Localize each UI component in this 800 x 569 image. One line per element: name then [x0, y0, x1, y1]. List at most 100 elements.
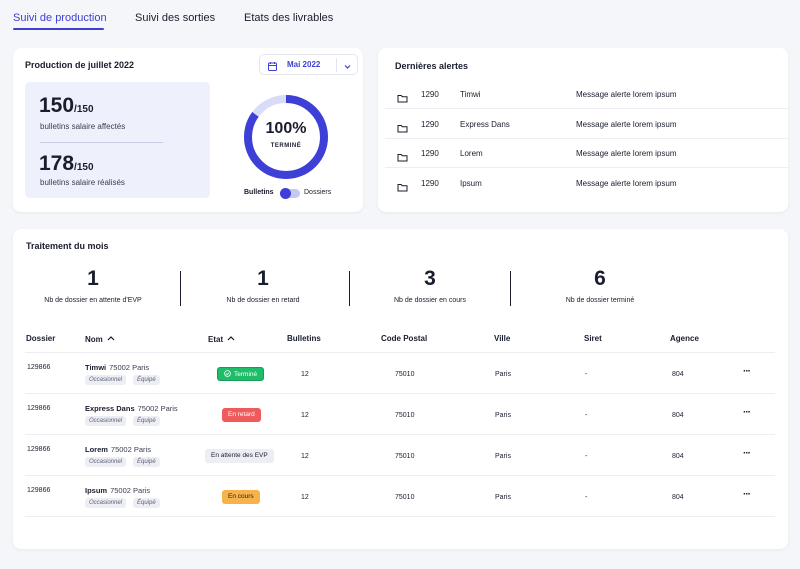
cell-bulletins: 12 — [301, 494, 309, 501]
alert-number: 1290 — [421, 178, 439, 188]
column-header-etat[interactable]: Etat — [208, 334, 235, 344]
row-divider — [385, 167, 788, 168]
status-badge-label: En retard — [228, 411, 255, 418]
alert-client-name: Timwi — [460, 90, 481, 99]
folder-icon — [397, 149, 408, 167]
tag-equipe: Équipé — [133, 498, 160, 508]
row-menu-icon[interactable]: ··· — [743, 407, 751, 418]
cell-agence: 804 — [672, 453, 684, 460]
kpi-value: 6 — [594, 267, 606, 290]
row-divider — [25, 516, 775, 517]
alert-message: Message alerte lorem ipsum — [576, 119, 677, 129]
alert-item[interactable]: 1290 Timwi Message alerte lorem ipsum — [385, 80, 788, 109]
column-header-siret[interactable]: Siret — [584, 334, 602, 343]
cell-nom[interactable]: Timwi 75002 Paris — [85, 363, 149, 372]
cell-ville: Paris — [495, 371, 511, 378]
row-divider — [25, 475, 775, 476]
traitement-title: Traitement du mois — [26, 241, 109, 251]
donut-progress-arc — [244, 95, 328, 179]
table-row[interactable]: 129866 Timwi 75002 Paris Occasionnel Équipé T… — [25, 353, 775, 394]
production-card: Production de juillet 2022 Mai 2022 150/… — [13, 48, 363, 212]
bulletins-dossiers-toggle[interactable] — [280, 188, 300, 199]
alerts-title: Dernières alertes — [395, 61, 469, 71]
column-header-code-postal[interactable]: Code Postal — [381, 334, 428, 343]
folder-icon — [397, 120, 408, 138]
cell-ville: Paris — [495, 453, 511, 460]
tag-equipe: Équipé — [133, 457, 160, 467]
calendar-icon — [267, 59, 278, 77]
status-badge-label: En cours — [228, 493, 254, 500]
tab-suivi-des-sorties[interactable]: Suivi des sorties — [135, 12, 216, 24]
affected-total: /150 — [74, 104, 94, 115]
cell-ville: Paris — [495, 412, 511, 419]
row-divider — [385, 137, 788, 139]
row-menu-icon[interactable]: ··· — [743, 489, 751, 500]
cell-agence: 804 — [672, 371, 684, 378]
cell-agence: 804 — [672, 494, 684, 501]
cell-code-postal: 75010 — [395, 453, 415, 460]
alert-number: 1290 — [421, 119, 439, 129]
column-header-dossier[interactable]: Dossier — [26, 334, 56, 343]
client-city: 75002 Paris — [109, 363, 150, 372]
alert-client-name: Ipsum — [460, 178, 482, 188]
column-header-agence[interactable]: Agence — [670, 334, 699, 343]
realized-label: bulletins salaire réalisés — [40, 178, 125, 187]
column-header-label: Nom — [85, 335, 103, 344]
alert-number: 1290 — [421, 90, 439, 99]
tab-etats-des-livrables[interactable]: Etats des livrables — [244, 12, 334, 24]
cell-nom[interactable]: Ipsum 75002 Paris — [85, 486, 150, 495]
table-row[interactable]: 129866 Lorem 75002 Paris Occasionnel Équipé E… — [25, 435, 775, 476]
month-selector-divider — [336, 58, 337, 72]
tag-occasionnel: Occasionnel — [85, 498, 127, 508]
kpi-label: Nb de dossier en cours — [394, 297, 466, 304]
column-header-nom[interactable]: Nom — [85, 334, 115, 344]
cell-nom[interactable]: Express Dans 75002 Paris — [85, 404, 178, 413]
tag-occasionnel: Occasionnel — [85, 416, 127, 426]
row-divider — [25, 434, 775, 435]
kpi-label: Nb de dossier en retard — [226, 297, 300, 304]
status-badge-label: En attente des EVP — [211, 452, 268, 459]
cell-code-postal: 75010 — [395, 412, 415, 419]
client-city: 75002 Paris — [110, 486, 151, 495]
client-name: Ipsum — [85, 486, 108, 495]
table-row[interactable]: 129866 Express Dans 75002 Paris Occasionnel… — [25, 394, 775, 435]
chevron-up-icon — [227, 334, 235, 343]
alert-item[interactable]: 1290 Ipsum Message alerte lorem ipsum — [385, 169, 788, 198]
bulletins-stats-box: 150/150 bulletins salaire affectés 178/1… — [25, 82, 210, 198]
tag-occasionnel: Occasionnel — [85, 375, 127, 385]
cell-bulletins: 12 — [301, 453, 309, 460]
alert-item[interactable]: 1290 Express Dans Message alerte lorem ips… — [385, 110, 788, 139]
toggle-knob — [280, 188, 291, 199]
realized-total: /150 — [74, 162, 94, 173]
column-header-ville[interactable]: Ville — [494, 334, 511, 343]
chevron-up-icon — [107, 334, 115, 343]
cell-nom[interactable]: Lorem 75002 Paris — [85, 445, 151, 454]
toggle-label-dossiers: Dossiers — [304, 189, 332, 196]
stats-divider — [40, 142, 163, 143]
month-selector-value: Mai 2022 — [287, 60, 321, 69]
tab-suivi-de-production[interactable]: Suivi de production — [13, 12, 107, 24]
row-menu-icon[interactable]: ··· — [743, 366, 751, 377]
alert-client-name: Lorem — [460, 149, 483, 158]
production-title: Production de juillet 2022 — [25, 60, 135, 70]
toggle-label-bulletins: Bulletins — [244, 189, 274, 196]
cell-dossier: 129866 — [27, 405, 51, 412]
month-selector[interactable]: Mai 2022 — [259, 54, 358, 75]
column-header-label: Etat — [208, 335, 224, 344]
alert-item[interactable]: 1290 Lorem Message alerte lorem ipsum — [385, 139, 788, 168]
cell-siret: - — [585, 371, 588, 378]
column-header-bulletins[interactable]: Bulletins — [287, 334, 321, 343]
cell-siret: - — [585, 494, 588, 501]
status-badge: En attente des EVP — [205, 449, 274, 463]
table-row[interactable]: 129866 Ipsum 75002 Paris Occasionnel Équipé E… — [25, 476, 775, 517]
tag-equipe: Équipé — [133, 375, 160, 385]
alert-number: 1290 — [421, 149, 439, 158]
cell-dossier: 129866 — [27, 446, 51, 453]
client-name: Lorem — [85, 445, 108, 454]
table-header-divider — [25, 352, 775, 353]
active-tab-indicator — [13, 28, 104, 30]
kpi-termine: 6 Nb de dossier terminé — [535, 267, 665, 304]
status-badge: En cours — [222, 490, 260, 504]
row-menu-icon[interactable]: ··· — [743, 448, 751, 459]
kpi-en-cours: 3 Nb de dossier en cours — [365, 267, 495, 304]
